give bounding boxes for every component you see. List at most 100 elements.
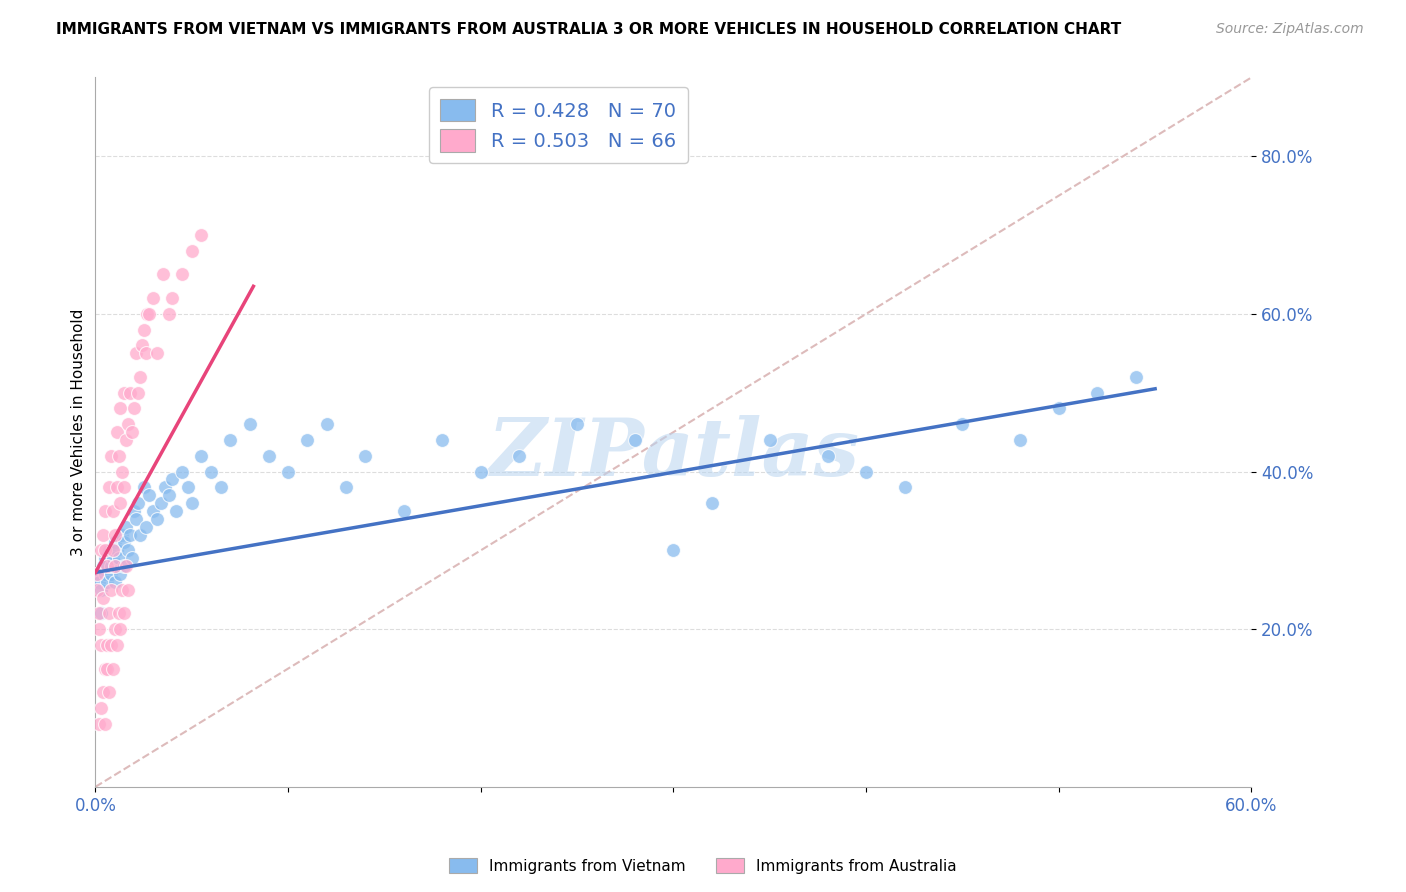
Point — [100, 638, 122, 652]
Point — [132, 323, 155, 337]
Point — [893, 480, 915, 494]
Point — [120, 527, 142, 541]
Point — [94, 504, 117, 518]
Point — [96, 559, 118, 574]
Point — [94, 662, 117, 676]
Point — [97, 685, 120, 699]
Point — [110, 496, 132, 510]
Point — [90, 607, 112, 621]
Point — [152, 268, 174, 282]
Point — [132, 480, 155, 494]
Point — [94, 716, 117, 731]
Point — [86, 567, 108, 582]
Point — [128, 527, 150, 541]
Point — [817, 449, 839, 463]
Point — [297, 433, 319, 447]
Point — [315, 417, 337, 432]
Point — [122, 504, 145, 518]
Point — [110, 567, 132, 582]
Point — [104, 559, 127, 574]
Point — [177, 480, 200, 494]
Point — [180, 496, 202, 510]
Point — [110, 401, 132, 416]
Point — [89, 716, 111, 731]
Point — [335, 480, 357, 494]
Point — [1047, 401, 1070, 416]
Point — [662, 543, 685, 558]
Point — [162, 472, 184, 486]
Point — [700, 496, 723, 510]
Point — [101, 543, 124, 558]
Point — [127, 496, 149, 510]
Point — [100, 567, 122, 582]
Point — [200, 465, 222, 479]
Point — [89, 622, 111, 636]
Point — [104, 622, 127, 636]
Point — [432, 433, 454, 447]
Point — [120, 385, 142, 400]
Point — [180, 244, 202, 258]
Point — [89, 607, 111, 621]
Point — [508, 449, 530, 463]
Point — [142, 504, 165, 518]
Point — [112, 480, 135, 494]
Point — [190, 228, 212, 243]
Text: IMMIGRANTS FROM VIETNAM VS IMMIGRANTS FROM AUSTRALIA 3 OR MORE VEHICLES IN HOUSE: IMMIGRANTS FROM VIETNAM VS IMMIGRANTS FR… — [56, 22, 1122, 37]
Point — [121, 425, 143, 439]
Point — [117, 543, 139, 558]
Point — [91, 527, 114, 541]
Point — [105, 480, 128, 494]
Point — [90, 638, 112, 652]
Point — [115, 559, 138, 574]
Point — [96, 638, 118, 652]
Point — [94, 567, 117, 582]
Point — [100, 449, 122, 463]
Point — [190, 449, 212, 463]
Point — [112, 535, 135, 549]
Point — [125, 346, 148, 360]
Point — [89, 574, 111, 589]
Point — [219, 433, 242, 447]
Point — [277, 465, 299, 479]
Point — [86, 582, 108, 597]
Point — [146, 346, 169, 360]
Point — [97, 543, 120, 558]
Legend: R = 0.428   N = 70, R = 0.503   N = 66: R = 0.428 N = 70, R = 0.503 N = 66 — [429, 87, 688, 163]
Point — [112, 607, 135, 621]
Point — [157, 307, 180, 321]
Point — [107, 449, 129, 463]
Point — [136, 307, 159, 321]
Y-axis label: 3 or more Vehicles in Household: 3 or more Vehicles in Household — [72, 309, 86, 556]
Point — [134, 519, 156, 533]
Point — [101, 504, 124, 518]
Point — [90, 701, 112, 715]
Point — [107, 551, 129, 566]
Point — [162, 291, 184, 305]
Point — [86, 567, 108, 582]
Point — [165, 504, 187, 518]
Point — [565, 417, 588, 432]
Point — [97, 607, 120, 621]
Point — [105, 425, 128, 439]
Point — [112, 559, 135, 574]
Point — [96, 559, 118, 574]
Point — [101, 662, 124, 676]
Point — [100, 559, 122, 574]
Point — [91, 559, 114, 574]
Point — [97, 480, 120, 494]
Point — [122, 401, 145, 416]
Point — [96, 574, 118, 589]
Point — [105, 638, 128, 652]
Point — [1085, 385, 1108, 400]
Point — [238, 417, 260, 432]
Legend: Immigrants from Vietnam, Immigrants from Australia: Immigrants from Vietnam, Immigrants from… — [443, 852, 963, 880]
Point — [128, 370, 150, 384]
Point — [172, 268, 194, 282]
Point — [104, 535, 127, 549]
Point — [90, 543, 112, 558]
Point — [94, 551, 117, 566]
Point — [855, 465, 877, 479]
Point — [138, 307, 160, 321]
Point — [117, 582, 139, 597]
Point — [157, 488, 180, 502]
